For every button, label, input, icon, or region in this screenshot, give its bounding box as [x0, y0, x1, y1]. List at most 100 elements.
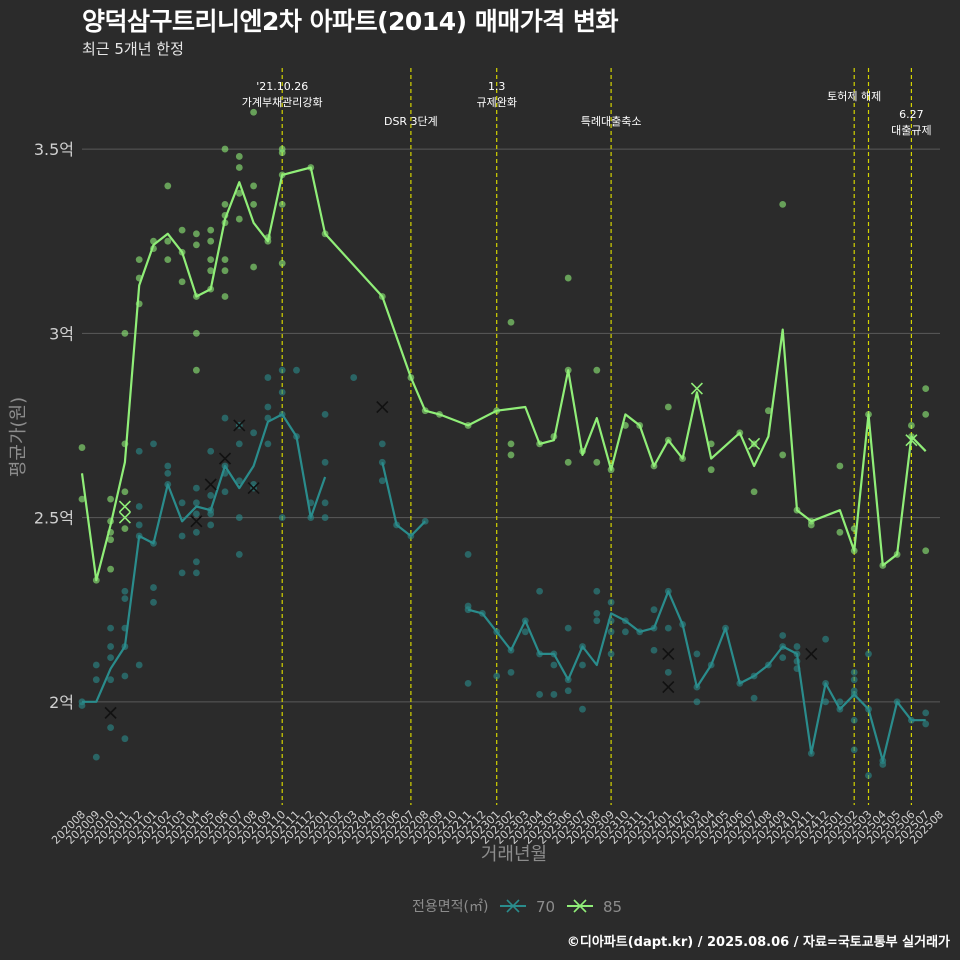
data-point-85 [193, 366, 200, 374]
data-point-70 [221, 414, 229, 422]
data-point-70 [779, 654, 787, 661]
data-point-70 [650, 646, 658, 654]
data-point-70 [107, 643, 114, 650]
cross-marker-85 [118, 500, 131, 513]
data-point-85 [507, 451, 515, 459]
data-point-85 [221, 200, 229, 208]
data-point-70 [92, 676, 100, 684]
cross-stroke [690, 382, 703, 395]
data-point-70 [865, 772, 872, 779]
data-point-85 [779, 451, 787, 459]
cross-marker-70 [190, 515, 203, 528]
event-label: '21.10.26 가계부채관리강화 [242, 80, 323, 109]
y-tick-label: 2.5억 [34, 509, 74, 528]
data-point-70 [278, 366, 286, 374]
data-point-85 [507, 440, 515, 448]
source-caption: ©디아파트(dapt.kr) / 2025.08.06 / 자료=국토교통부 실… [566, 935, 950, 950]
data-point-70 [92, 661, 100, 669]
data-point-70 [350, 374, 358, 381]
data-point-85 [250, 182, 257, 190]
data-point-85 [779, 200, 787, 208]
legend-key-cross [506, 899, 520, 913]
data-point-85 [250, 200, 257, 208]
data-point-85 [164, 182, 172, 190]
data-point-70 [850, 668, 858, 676]
data-point-85 [221, 293, 229, 300]
event-label: DSR 3단계 [384, 115, 438, 128]
data-point-70 [107, 624, 114, 632]
data-point-85 [235, 164, 243, 171]
data-point-70 [593, 587, 601, 595]
data-point-85 [922, 385, 930, 392]
series-lines [80, 166, 927, 762]
data-point-85 [507, 318, 515, 326]
data-point-70 [321, 458, 329, 466]
data-point-85 [707, 466, 715, 474]
data-point-70 [464, 551, 472, 558]
data-point-70 [92, 753, 100, 761]
data-point-85 [836, 528, 844, 536]
data-point-85 [193, 230, 200, 238]
data-point-70 [121, 672, 129, 680]
legend-label-85: 85 [603, 898, 622, 916]
data-point-85 [908, 422, 915, 429]
data-point-70 [107, 724, 114, 732]
cross-markers [104, 382, 918, 719]
data-point-70 [922, 709, 930, 717]
cross-stroke [748, 437, 761, 450]
data-point-85 [922, 547, 930, 555]
data-point-70 [150, 598, 157, 606]
data-point-70 [193, 510, 200, 518]
chart-title: 양덕삼구트리니엔2차 아파트(2014) 매매가격 변화 [82, 7, 618, 36]
data-point-85 [593, 458, 601, 466]
series-line-70 [82, 413, 926, 762]
cross-marker-70 [233, 419, 246, 432]
data-point-70 [107, 654, 114, 661]
data-point-85 [807, 521, 815, 529]
cross-marker-70 [204, 478, 217, 491]
data-point-85 [107, 565, 114, 573]
data-point-70 [507, 668, 515, 676]
data-point-70 [750, 694, 758, 702]
data-point-70 [107, 676, 114, 684]
data-point-85 [564, 458, 572, 466]
data-point-70 [664, 668, 672, 676]
event-label: 특례대출축소 [581, 115, 642, 128]
data-point-85 [135, 256, 143, 264]
data-point-70 [193, 499, 200, 507]
data-point-85 [278, 259, 286, 267]
data-point-70 [836, 698, 844, 706]
data-point-85 [235, 215, 243, 223]
data-point-70 [607, 650, 615, 658]
cross-marker-85 [118, 511, 131, 524]
data-point-85 [121, 329, 129, 337]
data-point-70 [521, 628, 529, 636]
data-point-70 [622, 628, 629, 636]
data-point-70 [850, 746, 858, 754]
data-point-85 [193, 241, 200, 249]
cross-marker-70 [247, 482, 260, 495]
data-point-70 [550, 661, 558, 669]
cross-stroke [805, 647, 818, 660]
legend: 전용면적(㎡) 70 85 [412, 898, 622, 916]
data-point-70 [150, 440, 157, 448]
data-point-70 [235, 551, 243, 558]
data-point-85 [664, 403, 672, 411]
data-point-70 [207, 521, 215, 529]
data-point-70 [464, 606, 472, 614]
data-point-70 [178, 532, 186, 540]
data-point-70 [235, 477, 243, 485]
data-point-85 [164, 256, 172, 264]
event-label: 6.27 대출규제 [891, 108, 931, 137]
cross-stroke [376, 400, 389, 414]
data-point-70 [78, 702, 86, 709]
data-point-85 [836, 462, 844, 470]
data-point-85 [78, 495, 86, 503]
data-point-70 [207, 492, 215, 499]
data-point-85 [107, 495, 114, 503]
data-point-70 [879, 761, 887, 768]
cross-marker-85 [748, 437, 761, 450]
data-point-70 [193, 558, 200, 566]
data-point-70 [779, 632, 787, 639]
